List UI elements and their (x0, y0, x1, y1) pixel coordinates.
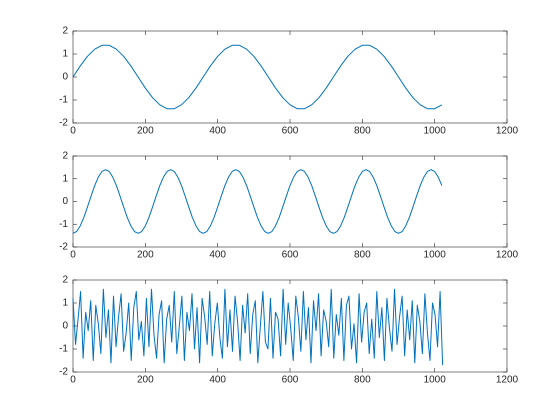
data-line (72, 169, 443, 234)
x-tick-label: 1200 (496, 375, 519, 386)
x-tick-label: 0 (70, 126, 76, 137)
x-tick-label: 1000 (424, 375, 447, 386)
x-tick-label: 0 (70, 375, 76, 386)
x-tick-label: 800 (354, 126, 371, 137)
x-tick-label: 200 (137, 375, 154, 386)
y-tick-label: 2 (62, 275, 68, 286)
y-tick-label: -2 (59, 242, 68, 253)
y-tick-label: 1 (62, 173, 68, 184)
x-tick-label: 1000 (424, 126, 447, 137)
y-tick-label: -2 (59, 367, 68, 378)
x-tick-label: 1200 (496, 250, 519, 261)
y-tick-label: 2 (62, 151, 68, 162)
y-tick-label: -1 (59, 344, 68, 355)
y-tick-label: 0 (62, 196, 68, 207)
x-tick-label: 400 (209, 375, 226, 386)
y-tick-label: 0 (62, 72, 68, 83)
data-line (72, 44, 443, 110)
y-tick-label: 2 (62, 26, 68, 37)
y-tick-label: -1 (59, 219, 68, 230)
y-tick-label: 0 (62, 321, 68, 332)
x-tick-label: 800 (354, 375, 371, 386)
x-tick-label: 600 (282, 126, 299, 137)
y-tick-label: -2 (59, 118, 68, 129)
x-tick-label: 800 (354, 250, 371, 261)
y-tick-label: 1 (62, 49, 68, 60)
y-tick-label: -1 (59, 95, 68, 106)
x-tick-label: 400 (209, 126, 226, 137)
x-tick-label: 1000 (424, 250, 447, 261)
x-tick-label: 0 (70, 250, 76, 261)
data-line (72, 288, 444, 366)
axes-box (72, 30, 508, 124)
x-tick-label: 400 (209, 250, 226, 261)
x-tick-label: 1200 (496, 126, 519, 137)
x-tick-label: 600 (282, 375, 299, 386)
x-tick-label: 200 (137, 250, 154, 261)
y-tick-label: 1 (62, 298, 68, 309)
x-tick-label: 200 (137, 126, 154, 137)
x-tick-label: 600 (282, 250, 299, 261)
